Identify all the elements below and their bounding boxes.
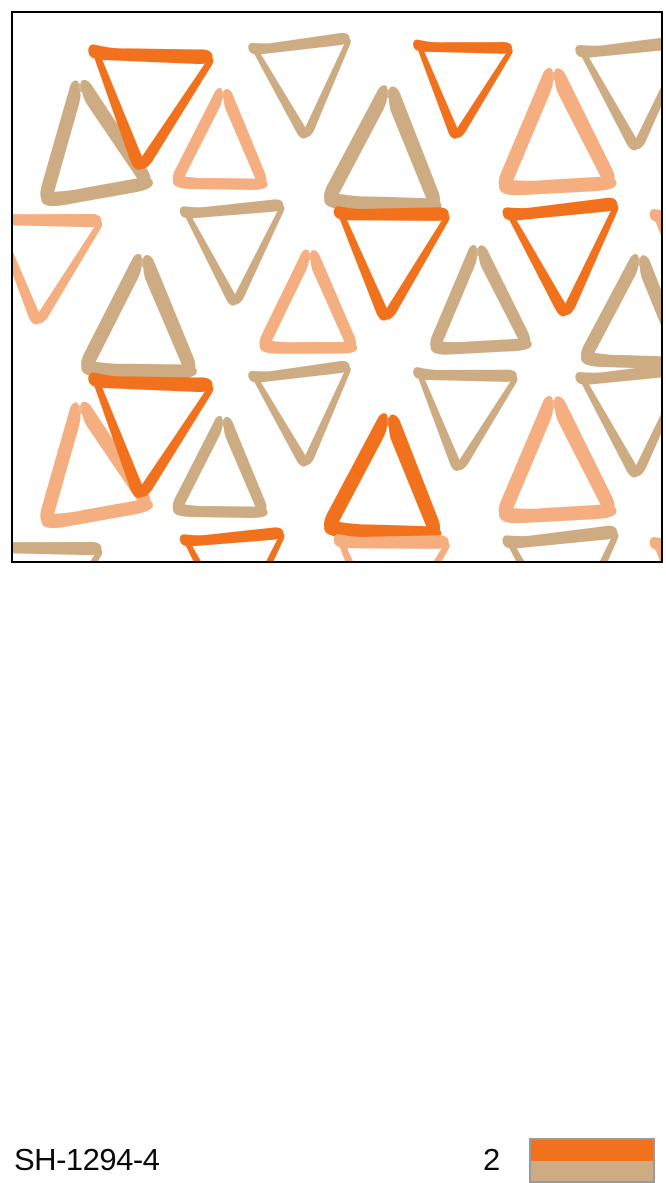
colorway-swatch[interactable]	[529, 1138, 655, 1183]
pattern-surface	[13, 13, 661, 561]
pattern-svg	[13, 13, 661, 561]
swatch-chip-tan	[531, 1160, 653, 1181]
swatch-card: SH-1294-4 2	[0, 11, 666, 1183]
colorway-count-label: 2	[483, 1142, 501, 1177]
info-bar: SH-1294-4 2	[0, 566, 666, 1183]
pattern-panel	[11, 11, 663, 563]
swatch-chip-orange	[531, 1140, 653, 1161]
pattern-code-label: SH-1294-4	[14, 1142, 160, 1177]
